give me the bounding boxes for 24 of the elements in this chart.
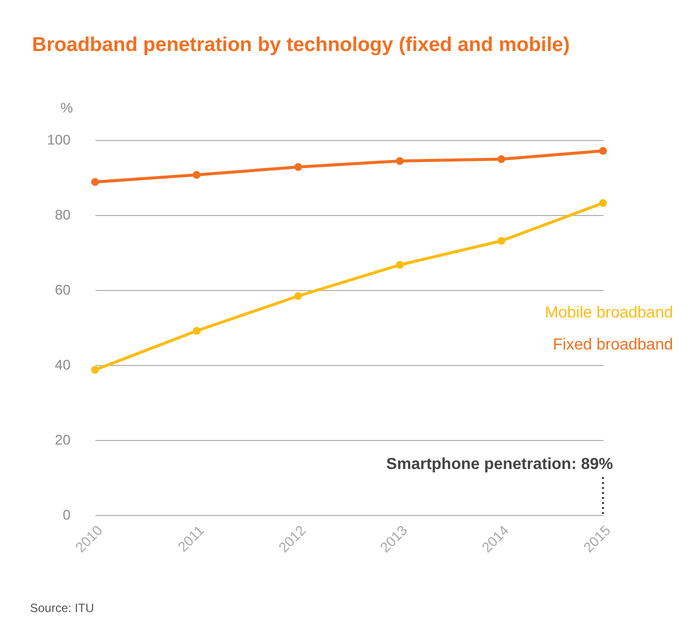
y-tick-label: 40 xyxy=(54,356,71,372)
point xyxy=(396,261,404,269)
y-tick-label: 0 xyxy=(62,506,71,522)
text: Mobile broadband xyxy=(544,304,673,322)
source-note: Source: ITU xyxy=(30,601,94,615)
point xyxy=(192,327,200,335)
annotation: Smartphone penetration: 89% xyxy=(386,456,613,473)
point xyxy=(294,292,302,300)
y-tick-label: 20 xyxy=(54,432,71,448)
text: Fixed broadband xyxy=(552,336,673,354)
y-axis-title: % xyxy=(60,100,73,116)
point xyxy=(294,163,302,171)
point xyxy=(91,366,99,374)
point xyxy=(396,157,404,165)
point xyxy=(498,237,506,245)
point xyxy=(91,178,99,186)
chart-title: Broadband penetration by technology (fixed and mobile) xyxy=(32,34,570,56)
y-tick-label: 80 xyxy=(54,206,71,222)
point xyxy=(498,155,506,163)
point xyxy=(599,147,607,155)
point xyxy=(599,199,607,207)
point xyxy=(192,171,200,179)
y-tick-label: 60 xyxy=(54,282,71,298)
y-tick-label: 100 xyxy=(47,132,71,148)
